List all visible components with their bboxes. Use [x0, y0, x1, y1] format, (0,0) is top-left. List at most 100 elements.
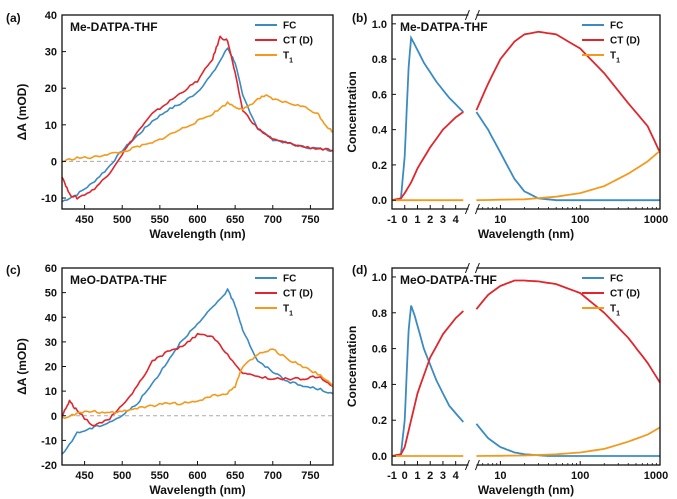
axis-break-mark: [474, 9, 480, 21]
x-tick-label: 750: [301, 470, 319, 482]
y-tick-label: 30: [45, 47, 57, 59]
series-line-t1-log: [476, 150, 661, 202]
y-tick-label: 0.2: [372, 415, 387, 427]
axis-break-mark: [474, 459, 480, 471]
x-tick-label: -1: [387, 470, 397, 482]
x-tick-label: 10: [494, 214, 506, 226]
series-line-ct: [61, 332, 334, 427]
legend-entry-ct: CT (D): [283, 36, 313, 47]
plot-frame: [391, 14, 661, 210]
axis-break-mark: [464, 262, 470, 274]
y-tick-label: -10: [41, 193, 57, 205]
axis-break-gap-bottom: [468, 207, 477, 211]
legend-entry-fc: FC: [283, 274, 296, 285]
series-line-fc-log: [475, 423, 660, 457]
axis-break-gap-top: [468, 266, 477, 270]
x-tick-label: 2: [427, 470, 433, 482]
x-tick-label: 550: [151, 214, 169, 226]
series-line-fc: [391, 305, 464, 457]
panel-title: Me-DATPA-THF: [400, 20, 488, 34]
y-tick-label: 0.4: [372, 379, 388, 391]
series-line-fc: [61, 288, 334, 455]
y-tick-label: -20: [41, 460, 57, 472]
panel-label: (c): [6, 263, 21, 277]
y-tick-label: 0.8: [372, 308, 387, 320]
panel-label: (d): [352, 263, 367, 277]
x-tick-label: 3: [440, 470, 446, 482]
x-tick-label: 500: [113, 470, 131, 482]
x-tick-label: 1000: [644, 214, 668, 226]
series-line-fc: [391, 34, 464, 202]
y-axis-label: ΔA (mOD): [15, 84, 29, 141]
x-tick-label: 4: [453, 214, 460, 226]
y-tick-label: 40: [45, 312, 57, 324]
x-axis-label: Wavelength (nm): [478, 483, 574, 497]
x-tick-label: -1: [387, 214, 397, 226]
y-tick-label: -10: [41, 435, 57, 447]
x-tick-label: 100: [571, 470, 589, 482]
axis-break-gap-top: [468, 13, 477, 17]
x-tick-label: 600: [188, 214, 206, 226]
x-tick-label: 1000: [644, 470, 668, 482]
legend-entry-t1: T1: [283, 304, 293, 318]
y-tick-label: 0.0: [372, 195, 387, 207]
panel-b: -1 0 1 2 3 4 10 100 1000 0.0 0.2 0.4 0.6 0.8 1.0 (b) Me-…: [345, 9, 668, 241]
x-axis-label: Wavelength (nm): [149, 483, 245, 497]
series-line-ct: [61, 35, 334, 200]
axis-break-mark: [464, 459, 470, 471]
y-tick-label: 50: [45, 288, 57, 300]
x-tick-label: 4: [453, 470, 460, 482]
axis-break-gap-bottom: [468, 463, 477, 467]
x-tick-label: 3: [440, 214, 446, 226]
y-tick-label: 40: [45, 10, 57, 22]
x-tick-label: 100: [571, 214, 589, 226]
x-tick-label: 1: [414, 470, 420, 482]
series-line-t1-log: [476, 426, 661, 457]
panel-d: -1 0 1 2 3 4 10 100 1000 0.0 0.2 0.4 0.6 0.8 1.0 (d) MeO…: [345, 262, 668, 497]
series-line-ct-log: [475, 279, 661, 384]
x-tick-label: 1: [414, 214, 420, 226]
x-tick-label: 700: [264, 214, 282, 226]
axis-break-mark: [464, 203, 470, 215]
y-tick-label: 20: [45, 362, 57, 374]
legend-entry-t1: T1: [610, 51, 620, 65]
legend-entry-t1: T1: [610, 304, 620, 318]
y-tick-label: 0: [51, 411, 57, 423]
legend-entry-fc: FC: [610, 274, 623, 285]
axis-break-mark: [464, 9, 470, 21]
x-tick-label: 2: [427, 214, 433, 226]
y-tick-label: 0.6: [372, 344, 387, 356]
plot-frame: [391, 267, 661, 466]
legend-entry-ct: CT (D): [610, 36, 640, 47]
y-tick-label: 1.0: [372, 19, 387, 31]
legend-entry-t1: T1: [283, 51, 293, 65]
y-tick-label: 0.6: [372, 89, 387, 101]
legend-entry-fc: FC: [610, 21, 623, 32]
y-tick-label: 0.8: [372, 54, 387, 66]
series-line-ct-log: [475, 30, 661, 153]
y-axis-label: Concentration: [345, 71, 359, 152]
x-tick-label: 650: [226, 470, 244, 482]
x-tick-label: 450: [75, 214, 93, 226]
panel-c: 450 500 550 600 650 700 750 -20 -10 0 10 20 30 40 50 60…: [6, 263, 334, 497]
x-tick-label: 700: [264, 470, 282, 482]
y-tick-label: 10: [45, 120, 57, 132]
y-tick-label: 60: [45, 263, 57, 275]
x-axis-label: Wavelength (nm): [478, 227, 574, 241]
legend-entry-fc: FC: [283, 21, 296, 32]
axis-break-mark: [474, 262, 480, 274]
x-tick-label: 650: [226, 214, 244, 226]
panel-title: MeO-DATPA-THF: [70, 273, 167, 287]
y-tick-label: 1.0: [372, 272, 387, 284]
panel-label: (a): [6, 11, 21, 25]
x-axis-label: Wavelength (nm): [149, 227, 245, 241]
x-tick-label: 0: [402, 470, 408, 482]
panel-label: (b): [352, 11, 367, 25]
legend-entry-ct: CT (D): [610, 289, 640, 300]
y-tick-label: 0: [51, 156, 57, 168]
series-line-ct: [391, 310, 464, 457]
panel-title: MeO-DATPA-THF: [400, 273, 497, 287]
axis-break-mark: [474, 203, 480, 215]
x-tick-label: 0: [402, 214, 408, 226]
